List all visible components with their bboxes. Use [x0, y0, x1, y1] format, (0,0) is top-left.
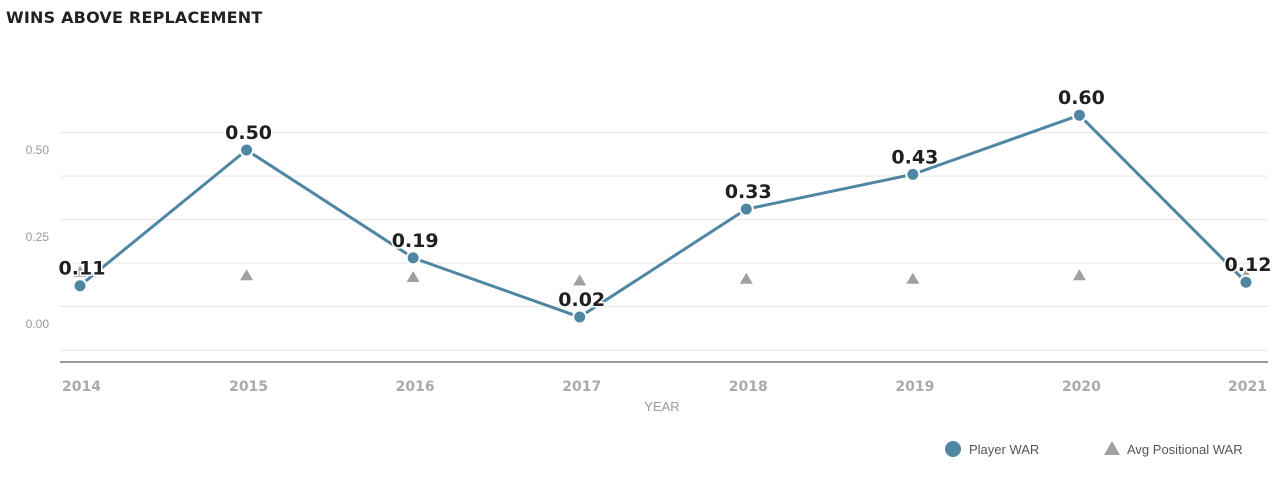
- data-label: 0.19: [392, 230, 439, 252]
- chart-title: WINS ABOVE REPLACEMENT: [6, 8, 263, 27]
- x-axis-label: YEAR: [644, 399, 679, 414]
- avg-war-point[interactable]: [906, 272, 920, 284]
- x-tick-label: 2014: [62, 379, 101, 395]
- data-label: 0.50: [225, 122, 272, 144]
- y-tick-label: 0.00: [26, 317, 50, 331]
- player-war-point[interactable]: [72, 278, 88, 294]
- avg-war-point[interactable]: [739, 272, 753, 284]
- player-war-point[interactable]: [905, 166, 921, 182]
- y-tick-label: 0.25: [26, 230, 50, 244]
- series-avg-positional-war: [73, 265, 1253, 286]
- data-label: 0.33: [725, 181, 772, 203]
- data-label: 0.11: [59, 258, 106, 280]
- player-war-line: [79, 113, 1248, 319]
- y-axis: 0.00 0.25 0.50: [26, 143, 50, 331]
- avg-war-point[interactable]: [573, 274, 587, 286]
- player-war-point[interactable]: [1238, 274, 1254, 290]
- x-tick-label: 2015: [229, 379, 268, 395]
- x-axis: 2014 2015 2016 2017 2018 2019 2020 2021: [62, 379, 1267, 395]
- data-label: 0.12: [1225, 254, 1272, 276]
- grid-lines: [60, 132, 1268, 351]
- legend-item-avg-positional-war[interactable]: Avg Positional WAR: [1104, 441, 1243, 457]
- data-label: 0.60: [1058, 87, 1105, 109]
- player-war-point[interactable]: [738, 201, 754, 217]
- legend: Player WAR Avg Positional WAR: [945, 441, 1243, 457]
- data-label: 0.43: [891, 146, 938, 168]
- x-tick-label: 2018: [729, 379, 768, 395]
- player-war-point[interactable]: [572, 309, 588, 325]
- legend-item-player-war[interactable]: Player WAR: [945, 441, 1039, 457]
- legend-circle-icon: [945, 441, 961, 457]
- legend-triangle-icon: [1104, 441, 1120, 455]
- avg-war-point[interactable]: [1072, 269, 1086, 281]
- x-tick-label: 2020: [1062, 379, 1101, 395]
- data-labels: 0.11 0.50 0.19 0.02 0.33 0.43 0.60 0.12: [57, 86, 1273, 313]
- avg-war-point[interactable]: [240, 269, 254, 281]
- player-war-point[interactable]: [1071, 107, 1087, 123]
- x-tick-label: 2019: [895, 379, 934, 395]
- player-war-point[interactable]: [239, 142, 255, 158]
- avg-war-point[interactable]: [73, 265, 87, 277]
- legend-label-player-war: Player WAR: [969, 442, 1039, 457]
- x-tick-label: 2016: [396, 379, 435, 395]
- y-tick-label: 0.50: [26, 143, 50, 157]
- legend-label-avg-positional-war: Avg Positional WAR: [1127, 442, 1243, 457]
- series-player-war: [72, 107, 1254, 325]
- data-label: 0.02: [558, 289, 605, 311]
- avg-war-point[interactable]: [406, 271, 420, 283]
- x-tick-label: 2021: [1228, 379, 1267, 395]
- player-war-point[interactable]: [405, 250, 421, 266]
- x-tick-label: 2017: [562, 379, 601, 395]
